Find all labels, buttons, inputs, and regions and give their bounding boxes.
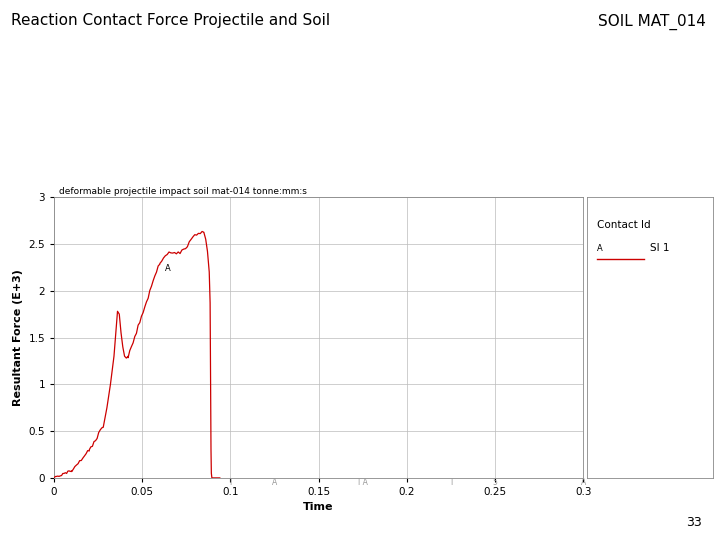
Text: SI 1: SI 1 (649, 243, 670, 253)
Text: A: A (580, 478, 586, 487)
Text: I: I (229, 478, 232, 487)
Text: 33: 33 (686, 516, 702, 529)
Text: I: I (450, 478, 452, 487)
Text: I A: I A (358, 478, 368, 487)
Text: A: A (272, 478, 277, 487)
Text: 5: 5 (492, 478, 498, 487)
X-axis label: Time: Time (303, 503, 334, 512)
Text: deformable projectile impact soil mat-014 tonne:mm:s: deformable projectile impact soil mat-01… (59, 187, 307, 195)
Text: Reaction Contact Force Projectile and Soil: Reaction Contact Force Projectile and So… (11, 14, 330, 29)
Text: A: A (597, 244, 603, 253)
Text: A: A (165, 265, 171, 273)
Text: SOIL MAT_014: SOIL MAT_014 (598, 14, 706, 30)
Y-axis label: Resultant Force (E+3): Resultant Force (E+3) (13, 269, 23, 406)
Text: Contact Id: Contact Id (597, 220, 650, 229)
